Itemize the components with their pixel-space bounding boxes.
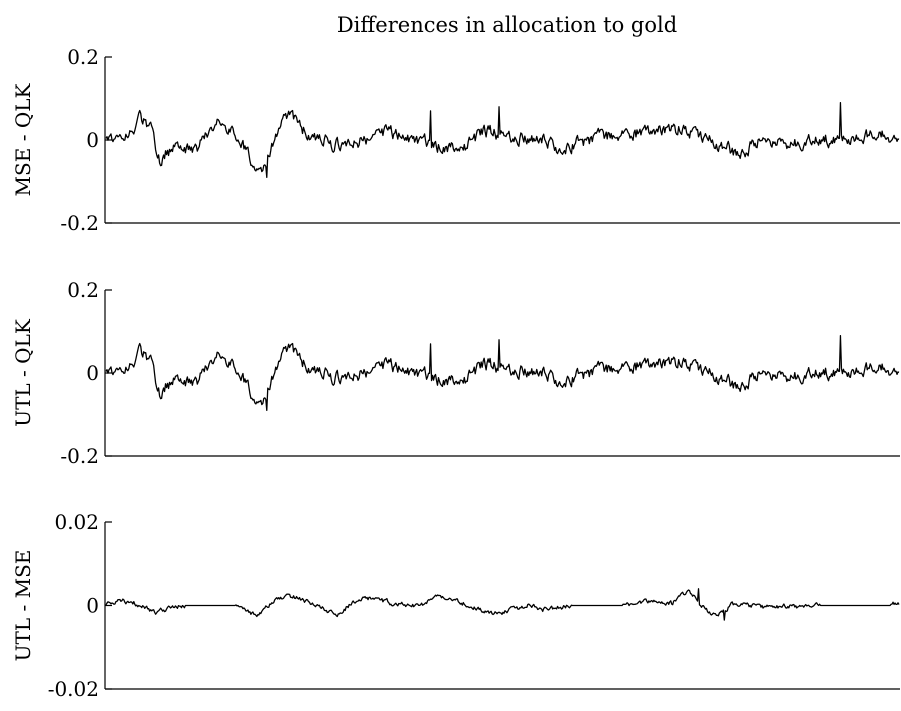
panel-3-ylabel: UTL - MSE xyxy=(11,550,35,662)
panel-2-ylabel: UTL - QLK xyxy=(11,318,35,427)
panel-2-series-line xyxy=(106,336,899,411)
panel-3-series-line xyxy=(106,589,899,620)
panel-3: 0.02 0 -0.02 UTL - MSE xyxy=(11,510,900,701)
chart-title: Differences in allocation to gold xyxy=(337,13,677,37)
panel-3-ytick-label: 0 xyxy=(86,594,99,618)
panels-group: 0.2 0 -0.2 MSE - QLK 0.2 0 -0.2 UTL - QLK 0.02 0 -… xyxy=(11,45,900,701)
panel-1-ytick-label: 0.2 xyxy=(67,45,99,69)
panel-1-series-line xyxy=(106,103,899,178)
panel-2-ytick-label: 0.2 xyxy=(67,278,99,302)
panel-2-ytick-label: 0 xyxy=(86,361,99,385)
panel-2: 0.2 0 -0.2 UTL - QLK xyxy=(11,278,900,468)
panel-1-ytick-label: -0.2 xyxy=(60,211,99,235)
panel-2-ytick-label: -0.2 xyxy=(60,444,99,468)
panel-1: 0.2 0 -0.2 MSE - QLK xyxy=(11,45,900,235)
panel-3-ytick-label: -0.02 xyxy=(48,677,99,701)
panel-1-ytick-label: 0 xyxy=(86,128,99,152)
panel-3-ytick-label: 0.02 xyxy=(54,510,99,534)
panel-1-ylabel: MSE - QLK xyxy=(11,83,35,197)
